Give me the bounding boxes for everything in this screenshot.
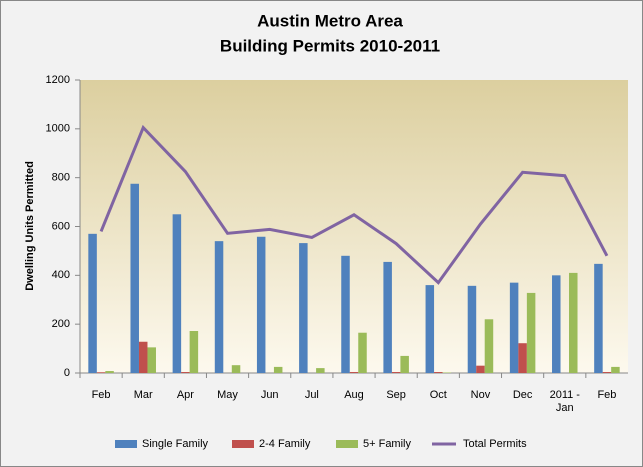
bar — [96, 372, 106, 373]
bar — [602, 372, 612, 373]
y-tick-label: 400 — [52, 269, 70, 281]
bar — [256, 236, 266, 373]
x-tick-label: 2011 - Jan — [549, 389, 580, 414]
y-tick-label: 800 — [52, 172, 70, 184]
legend-swatch — [232, 440, 254, 448]
chart-subtitle: Building Permits 2010-2011 — [220, 36, 440, 55]
line — [99, 124, 609, 285]
legend-label: 2-4 Family — [259, 438, 311, 450]
x-tick-label: Nov — [470, 389, 491, 401]
x-tick-label: Oct — [429, 389, 447, 401]
x-tick-label: Mar — [133, 389, 153, 401]
bar — [400, 355, 409, 373]
bar — [569, 272, 578, 373]
x-tick-label: Feb — [91, 389, 111, 401]
bar — [518, 343, 527, 373]
x-tick-label: Dec — [512, 389, 533, 401]
bar — [358, 332, 367, 373]
bar — [526, 292, 536, 373]
bar — [425, 285, 435, 373]
bar — [138, 341, 148, 373]
bar — [189, 331, 199, 373]
x-tick-label: Feb — [597, 389, 617, 401]
legend-swatch — [336, 440, 358, 448]
bar — [552, 275, 561, 373]
bar — [391, 372, 401, 373]
legend-label: Total Permits — [463, 438, 527, 450]
bar — [147, 347, 156, 373]
bar — [484, 319, 494, 373]
x-tick-label: Sep — [386, 389, 406, 401]
x-tick-label: May — [217, 389, 238, 401]
bar — [105, 371, 114, 373]
bar — [611, 366, 620, 373]
bar — [88, 233, 97, 373]
chart-title: Austin Metro Area — [257, 11, 403, 30]
bar — [594, 263, 603, 373]
bar — [299, 243, 308, 373]
legend-label: Single Family — [142, 438, 209, 450]
bar — [383, 261, 392, 373]
bar — [341, 255, 350, 373]
legend-swatch — [115, 440, 137, 448]
bar — [434, 372, 443, 373]
bar — [476, 365, 485, 373]
x-tick-label: Apr — [176, 389, 194, 401]
bar — [130, 183, 139, 373]
bar — [172, 214, 182, 373]
bar — [509, 282, 519, 373]
y-tick-label: 1000 — [46, 123, 70, 135]
bar — [214, 241, 224, 373]
legend-label: 5+ Family — [363, 438, 411, 450]
y-tick-label: 0 — [64, 367, 70, 379]
y-tick-label: 600 — [52, 220, 70, 232]
bar — [316, 368, 325, 373]
y-axis-label: Dwelling Units Permitted — [24, 161, 36, 291]
y-tick-label: 1200 — [46, 74, 70, 86]
bar — [467, 285, 477, 373]
x-tick-label: Aug — [344, 389, 364, 401]
bar — [231, 365, 241, 373]
x-tick-label: Jul — [304, 389, 319, 401]
bar — [273, 366, 283, 373]
x-tick-label: Jun — [260, 389, 279, 401]
bar — [181, 372, 190, 373]
bar — [349, 372, 359, 373]
plot-area — [80, 80, 628, 373]
y-tick-label: 200 — [52, 318, 70, 330]
